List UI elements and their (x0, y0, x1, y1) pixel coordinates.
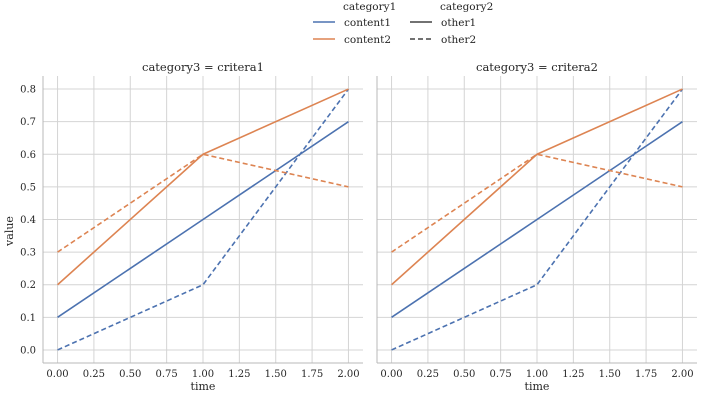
y-tick-label: 0.6 (20, 150, 36, 161)
series-line-content2-other2 (57, 153, 349, 253)
series-line-content2-other2 (391, 153, 683, 253)
x-tick-label: 0.75 (156, 369, 178, 380)
y-tick-label: 0.0 (20, 345, 36, 356)
x-tick-label: 0.75 (490, 369, 512, 380)
y-tick-label: 0.8 (20, 85, 36, 96)
x-tick-label: 1.00 (526, 369, 548, 380)
legend: category1 content1 content2 category2 other1… (313, 1, 493, 46)
x-tick-label: 0.25 (83, 369, 105, 380)
legend-title: category1 (343, 1, 396, 13)
legend-title: category2 (440, 1, 493, 13)
x-tick-label: 0.00 (46, 369, 68, 380)
x-tick-label: 1.50 (599, 369, 621, 380)
legend-group-1: category1 content1 content2 (313, 1, 396, 46)
panel-title: category3 = critera1 (142, 60, 264, 74)
panel-1: 0.00 0.25 0.50 0.75 1.00 1.25 1.50 1.75 2.00 0.0 0… (20, 60, 363, 393)
x-tick-label: 0.50 (453, 369, 475, 380)
x-tick-label: 2.00 (671, 369, 693, 380)
x-tick-label: 1.00 (192, 369, 214, 380)
x-tick-label: 2.00 (337, 369, 359, 380)
legend-label: other2 (441, 34, 476, 46)
series-line-content2-other1 (391, 88, 683, 286)
x-axis-label: time (525, 380, 550, 393)
y-axis-label: value (3, 216, 16, 247)
legend-label: content1 (344, 17, 391, 29)
series-line-content1-other2 (391, 88, 684, 351)
y-tick-label: 0.1 (20, 313, 36, 324)
y-tick-label: 0.7 (20, 117, 36, 128)
chart-panels: 0.00 0.25 0.50 0.75 1.00 1.25 1.50 1.75 2.000.00… (20, 60, 697, 393)
x-tick-label: 0.00 (380, 369, 402, 380)
x-tick-label: 1.75 (301, 369, 323, 380)
x-tick-label: 1.25 (562, 369, 584, 380)
y-tick-label: 0.2 (20, 280, 36, 291)
x-tick-label: 1.25 (228, 369, 250, 380)
x-tick-label: 0.25 (417, 369, 439, 380)
y-tick-label: 0.5 (20, 182, 36, 193)
legend-label: content2 (344, 34, 391, 46)
y-tick-label: 0.3 (20, 248, 36, 259)
legend-label: other1 (441, 17, 476, 29)
panel-title: category3 = critera2 (476, 60, 598, 74)
x-tick-label: 0.50 (119, 369, 141, 380)
x-tick-label: 1.75 (635, 369, 657, 380)
y-tick-label: 0.4 (20, 215, 36, 226)
x-tick-label: 1.50 (265, 369, 287, 380)
series-line-content1-other2 (57, 88, 350, 351)
legend-group-2: category2 other1 other2 (410, 1, 493, 46)
x-axis-label: time (191, 380, 216, 393)
panel-2: 0.00 0.25 0.50 0.75 1.00 1.25 1.50 1.75 2.00 cate… (376, 60, 697, 393)
series-line-content2-other1 (57, 88, 349, 286)
